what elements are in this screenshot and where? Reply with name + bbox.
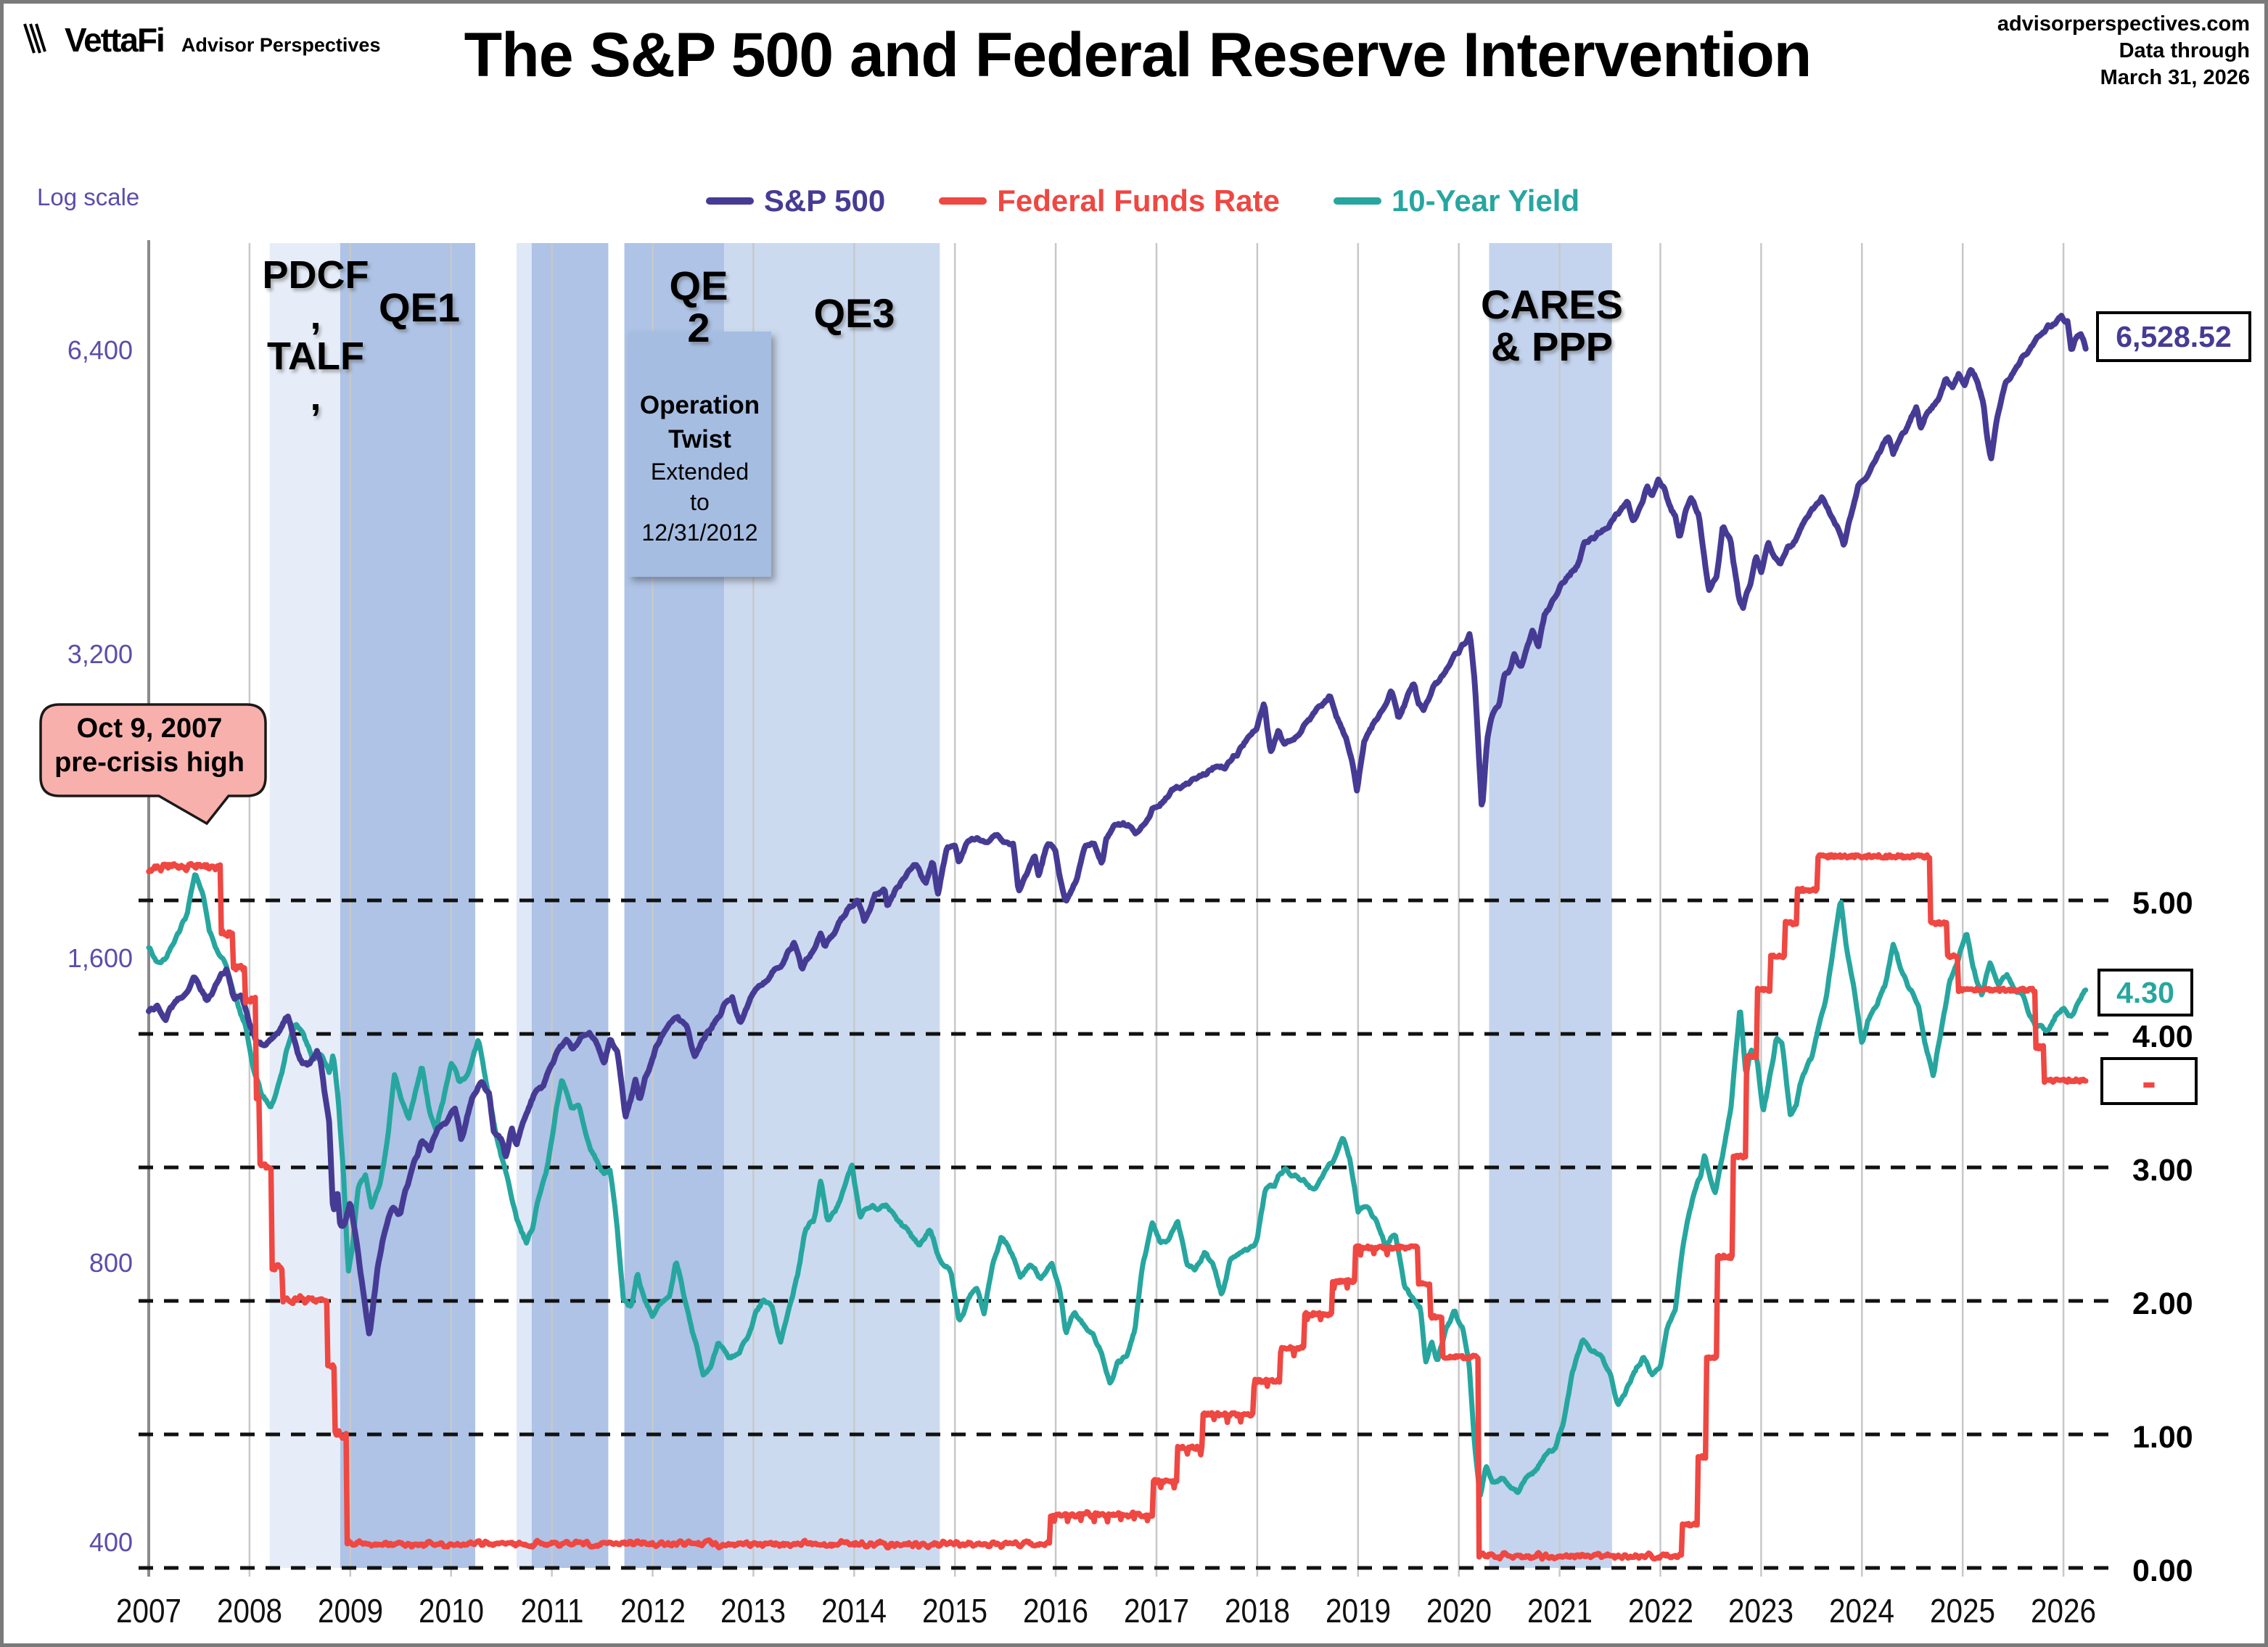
chart-title: The S&P 500 and Federal Reserve Interven… <box>464 20 1812 90</box>
x-tick-2018: 2018 <box>1224 1592 1290 1630</box>
x-tick-2007: 2007 <box>115 1592 182 1630</box>
ten-year-latest-value-box: 4.30 <box>2098 969 2193 1016</box>
x-tick-2013: 2013 <box>720 1592 786 1630</box>
legend: S&P 500 Federal Funds Rate 10-Year Yield <box>453 184 1832 218</box>
data-through-label: Data through <box>2119 39 2250 62</box>
band-CARES-PPP <box>1489 243 1612 1568</box>
band-QE2 <box>531 243 609 1568</box>
left-tick-400: 400 <box>89 1527 133 1557</box>
operation-twist-line5: 12/31/2012 <box>641 519 758 546</box>
legend-swatch-1 <box>939 197 987 205</box>
legend-item-1: Federal Funds Rate <box>939 184 1280 218</box>
band-PDCF-TALF <box>269 243 340 1568</box>
operation-twist-line1: Operation <box>639 391 760 419</box>
x-tick-2016: 2016 <box>1023 1592 1089 1630</box>
x-tick-2012: 2012 <box>620 1592 686 1630</box>
fed-funds-line <box>146 852 2089 1562</box>
x-tick-2019: 2019 <box>1325 1592 1391 1630</box>
precrisis-callout-text: Oct 9, 2007 pre-crisis high <box>54 713 245 778</box>
x-tick-2021: 2021 <box>1527 1592 1593 1630</box>
x-tick-2017: 2017 <box>1123 1592 1190 1630</box>
header-logo: VettaFi Advisor Perspectives <box>22 20 380 59</box>
sp500-line <box>146 313 2089 1336</box>
right-tick-3.00: 3.00 <box>2132 1153 2193 1188</box>
legend-swatch-0 <box>705 197 754 205</box>
legend-item-0: S&P 500 <box>705 184 886 218</box>
chart-plot <box>139 240 2113 1577</box>
x-tick-2014: 2014 <box>821 1592 887 1630</box>
data-through-date: March 31, 2026 <box>2100 66 2250 89</box>
legend-item-2: 10-Year Yield <box>1333 184 1580 218</box>
source-url: advisorperspectives.com <box>1997 12 2250 36</box>
band-QE1 <box>340 243 475 1568</box>
right-tick-0.00: 0.00 <box>2132 1553 2193 1588</box>
x-tick-2023: 2023 <box>1728 1592 1794 1630</box>
x-tick-2010: 2010 <box>418 1592 484 1630</box>
x-tick-2024: 2024 <box>1829 1592 1895 1630</box>
pdcf-talf-label: PDCF , TALF , <box>262 253 369 419</box>
precrisis-callout-bubble <box>39 703 267 826</box>
qe3-label: QE3 <box>813 290 895 336</box>
x-tick-2009: 2009 <box>317 1592 383 1630</box>
qe1-label: QE1 <box>378 284 461 330</box>
x-tick-2025: 2025 <box>1930 1592 1996 1630</box>
qe2-label: QE 2 <box>669 263 728 350</box>
band-QE2-lead <box>517 243 532 1568</box>
cares-ppp-label: CARES & PPP <box>1480 282 1624 369</box>
advisor-perspectives-label: Advisor Perspectives <box>181 34 381 56</box>
operation-twist-line4: to <box>690 489 710 515</box>
x-tick-2022: 2022 <box>1627 1592 1693 1630</box>
x-tick-2015: 2015 <box>922 1592 988 1630</box>
x-tick-2011: 2011 <box>520 1592 584 1630</box>
right-tick-4.00: 4.00 <box>2132 1019 2193 1054</box>
left-tick-800: 800 <box>89 1247 133 1278</box>
x-tick-2026: 2026 <box>2031 1592 2097 1630</box>
x-tick-2008: 2008 <box>216 1592 282 1630</box>
fed-funds-latest-value-box: - <box>2100 1057 2198 1106</box>
vettafi-logo-icon <box>22 22 47 58</box>
sp500-latest-value-box: 6,528.52 <box>2096 311 2251 362</box>
left-tick-6,400: 6,400 <box>67 334 133 365</box>
right-tick-5.00: 5.00 <box>2132 886 2193 921</box>
source-block: advisorperspectives.com Data through Mar… <box>1997 11 2250 91</box>
left-tick-3,200: 3,200 <box>67 639 133 670</box>
operation-twist-line2: Twist <box>668 425 731 453</box>
x-tick-2020: 2020 <box>1426 1592 1492 1630</box>
operation-twist-box: Operation Twist Extended to 12/31/2012 <box>628 332 771 577</box>
left-tick-1,600: 1,600 <box>67 943 133 974</box>
log-scale-label: Log scale <box>37 184 140 210</box>
legend-label-1: Federal Funds Rate <box>997 184 1280 218</box>
right-tick-2.00: 2.00 <box>2132 1286 2193 1321</box>
operation-twist-line3: Extended <box>650 459 749 485</box>
right-tick-1.00: 1.00 <box>2132 1420 2193 1455</box>
legend-label-2: 10-Year Yield <box>1391 184 1580 218</box>
legend-swatch-2 <box>1333 197 1381 205</box>
vettafi-logo-text: VettaFi <box>65 21 165 59</box>
legend-label-0: S&P 500 <box>763 184 886 218</box>
ten-year-yield-line <box>146 872 2089 1498</box>
